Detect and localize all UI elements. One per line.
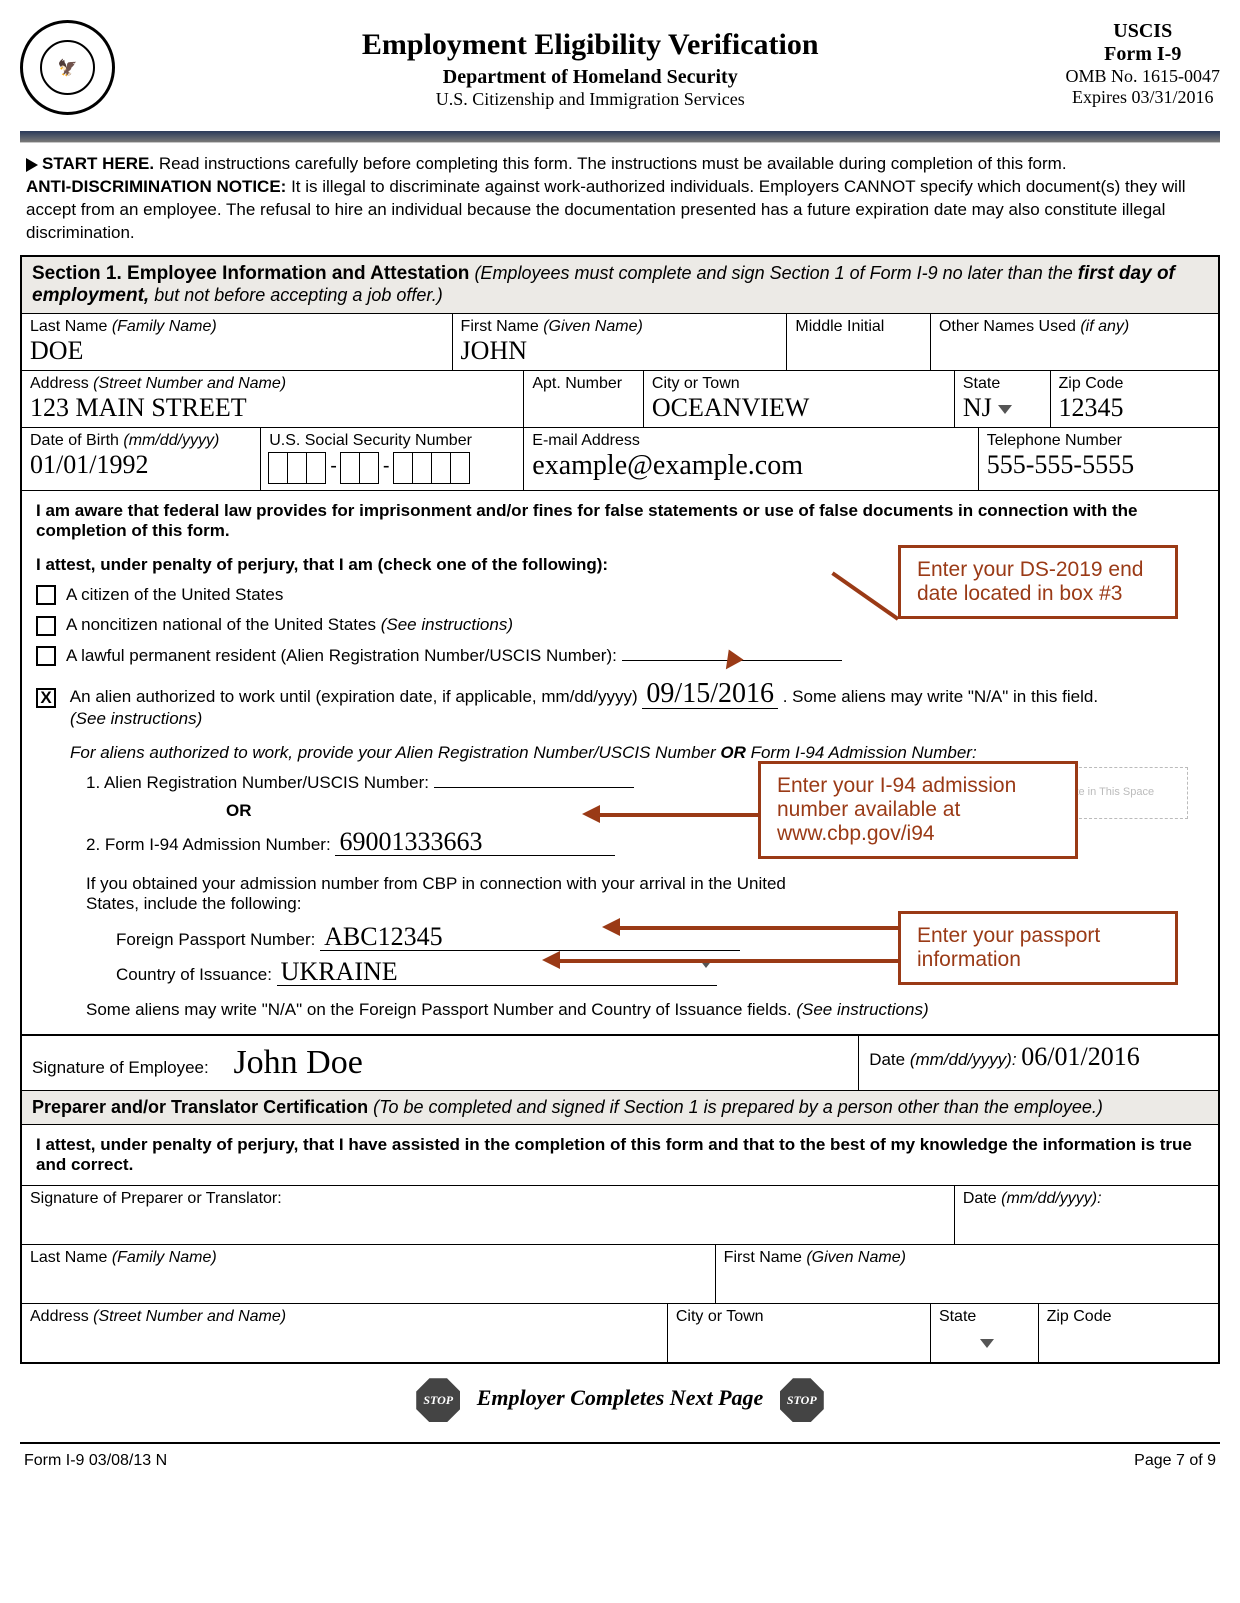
- triangle-icon: [26, 158, 38, 172]
- preparer-attest: I attest, under penalty of perjury, that…: [22, 1125, 1218, 1186]
- sig-date-value[interactable]: 06/01/2016: [1021, 1042, 1139, 1071]
- prep-state-label: State: [939, 1308, 1030, 1326]
- stop-icon: STOP: [780, 1378, 824, 1422]
- prep-addr-label: Address (Street Number and Name): [30, 1308, 659, 1326]
- callout-passport: Enter your passport information: [898, 911, 1178, 985]
- state-label: State: [963, 375, 1042, 393]
- zip-label: Zip Code: [1059, 375, 1210, 393]
- checkbox-lpr[interactable]: [36, 646, 56, 666]
- start-text1: Read instructions carefully before compl…: [159, 154, 1067, 173]
- first-name-label: First Name (Given Name): [461, 318, 643, 335]
- country-value[interactable]: UKRAINE: [277, 959, 717, 986]
- prep-date-label: Date (mm/dd/yyyy):: [963, 1190, 1210, 1208]
- state-value[interactable]: NJ: [963, 395, 1042, 421]
- aware-text: I am aware that federal law provides for…: [36, 501, 1204, 541]
- dob-value[interactable]: 01/01/1992: [30, 452, 252, 478]
- start-heading: START HERE.: [42, 154, 154, 173]
- opt4-tail: . Some aliens may write "N/A" in this fi…: [783, 687, 1098, 706]
- page-number: Page 7 of 9: [1134, 1452, 1216, 1470]
- address-value[interactable]: 123 MAIN STREET: [30, 395, 515, 421]
- callout-ds2019: Enter your DS-2019 end date located in b…: [898, 545, 1178, 619]
- form-number: Form I-9: [1065, 43, 1220, 66]
- start-here-block: START HERE. Read instructions carefully …: [20, 153, 1220, 255]
- email-value[interactable]: example@example.com: [532, 452, 969, 480]
- expires-date: Expires 03/31/2016: [1065, 87, 1220, 108]
- dropdown-icon[interactable]: [980, 1339, 994, 1348]
- i94-number-value[interactable]: 69001333663: [335, 829, 615, 856]
- prep-zip-label: Zip Code: [1047, 1308, 1210, 1326]
- ssn-boxes[interactable]: --: [269, 452, 515, 484]
- item1-label: 1. Alien Registration Number/USCIS Numbe…: [86, 773, 429, 792]
- passport-label: Foreign Passport Number:: [116, 930, 315, 949]
- other-names-label: Other Names Used (if any): [939, 318, 1129, 335]
- form-revision: Form I-9 03/08/13 N: [24, 1452, 167, 1470]
- emp-sig-label: Signature of Employee:: [32, 1058, 209, 1077]
- first-name-value[interactable]: JOHN: [461, 338, 779, 364]
- uscis-number-field[interactable]: [434, 787, 634, 788]
- city-value[interactable]: OCEANVIEW: [652, 395, 946, 421]
- zip-value[interactable]: 12345: [1059, 395, 1210, 421]
- work-until-date[interactable]: 09/15/2016: [642, 680, 778, 709]
- checkbox-noncitizen[interactable]: [36, 616, 56, 636]
- dob-label: Date of Birth (mm/dd/yyyy): [30, 432, 219, 449]
- ssn-label: U.S. Social Security Number: [269, 432, 515, 450]
- opt3-label: A lawful permanent resident (Alien Regis…: [66, 646, 617, 665]
- employer-next-page: STOP Employer Completes Next Page STOP: [20, 1364, 1220, 1436]
- sig-date-label: Date (mm/dd/yyyy):: [869, 1050, 1016, 1069]
- dept-name: Department of Homeland Security: [135, 66, 1045, 89]
- prep-city-label: City or Town: [676, 1308, 922, 1326]
- country-label: Country of Issuance:: [116, 965, 272, 984]
- callout-i94: Enter your I-94 admission number availab…: [758, 761, 1078, 859]
- address-label: Address (Street Number and Name): [30, 375, 286, 392]
- opt4-label: An alien authorized to work until (expir…: [70, 687, 638, 706]
- header-rule: [20, 131, 1220, 143]
- prep-first-label: First Name (Given Name): [724, 1249, 1210, 1267]
- cbp-note: If you obtained your admission number fr…: [86, 874, 786, 914]
- checkbox-citizen[interactable]: [36, 585, 56, 605]
- opt4-see: (See instructions): [70, 709, 202, 728]
- emp-signature[interactable]: John Doe: [233, 1044, 362, 1081]
- phone-label: Telephone Number: [987, 432, 1210, 450]
- agency-name: U.S. Citizenship and Immigration Service…: [135, 89, 1045, 110]
- opt2-label: A noncitizen national of the United Stat…: [66, 615, 513, 634]
- org-label: USCIS: [1065, 20, 1220, 43]
- last-name-value[interactable]: DOE: [30, 338, 444, 364]
- dropdown-icon[interactable]: [998, 405, 1012, 414]
- city-label: City or Town: [652, 375, 946, 393]
- last-name-label: Last Name (Family Name): [30, 318, 217, 335]
- stop-icon: STOP: [416, 1378, 460, 1422]
- omb-number: OMB No. 1615-0047: [1065, 66, 1220, 87]
- item2-label: 2. Form I-94 Admission Number:: [86, 835, 331, 854]
- page-title: Employment Eligibility Verification: [135, 28, 1045, 62]
- na-note: Some aliens may write "N/A" on the Forei…: [86, 1000, 1204, 1020]
- apt-label: Apt. Number: [532, 375, 635, 393]
- section1-title: Section 1. Employee Information and Atte…: [22, 257, 1218, 314]
- prep-last-label: Last Name (Family Name): [30, 1249, 707, 1267]
- checkbox-alien[interactable]: X: [36, 688, 56, 708]
- opt1-label: A citizen of the United States: [66, 585, 283, 604]
- notice-label: ANTI-DISCRIMINATION NOTICE:: [26, 177, 286, 196]
- dhs-seal-icon: 🦅: [20, 20, 115, 115]
- email-label: E-mail Address: [532, 432, 969, 450]
- preparer-title: Preparer and/or Translator Certification…: [22, 1090, 1218, 1125]
- phone-value[interactable]: 555-555-5555: [987, 452, 1210, 478]
- middle-initial-label: Middle Initial: [795, 318, 922, 336]
- prep-sig-label: Signature of Preparer or Translator:: [30, 1190, 946, 1208]
